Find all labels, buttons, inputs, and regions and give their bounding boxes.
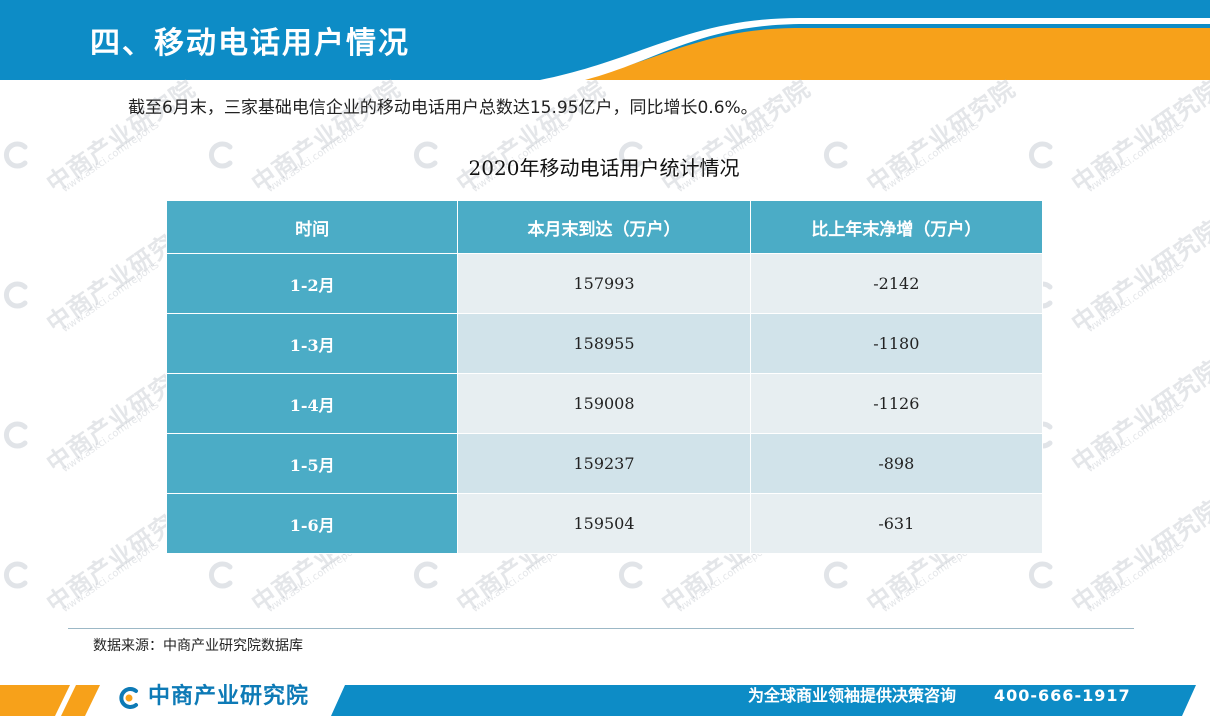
period-cell: 1-4月 bbox=[165, 373, 459, 434]
footer-slogan: 为全球商业领袖提供决策咨询 bbox=[748, 686, 957, 705]
period-cell: 1-2月 bbox=[165, 253, 459, 314]
user-stats-table: 时间 本月末到达（万户） 比上年末净增（万户） 1-2月 157993 -214… bbox=[165, 200, 1044, 554]
source-note: 数据来源：中商产业研究院数据库 bbox=[93, 638, 303, 654]
watermark-logo-icon bbox=[4, 421, 28, 449]
watermark-logo-icon bbox=[619, 561, 643, 589]
period-cell: 1-3月 bbox=[165, 313, 459, 374]
column-header-reach: 本月末到达（万户） bbox=[457, 200, 751, 254]
watermark-logo-icon bbox=[4, 561, 28, 589]
summary-text: 截至6月末，三家基础电信企业的移动电话用户总数达15.95亿户，同比增长0.6%… bbox=[128, 98, 758, 118]
askci-logo-icon bbox=[119, 687, 138, 709]
header-background bbox=[0, 0, 1210, 80]
reach-cell: 159237 bbox=[457, 433, 751, 494]
watermark-text: 中商产业研究院 bbox=[1066, 214, 1210, 338]
table-row: 1-5月 159237 -898 bbox=[165, 433, 1044, 494]
watermark-text: 中商产业研究院 bbox=[1066, 494, 1210, 618]
table-row: 1-2月 157993 -2142 bbox=[165, 253, 1044, 314]
watermark-logo-icon bbox=[4, 141, 28, 169]
reach-cell: 157993 bbox=[457, 253, 751, 314]
table-row: 1-4月 159008 -1126 bbox=[165, 373, 1044, 434]
table-row: 1-3月 158955 -1180 bbox=[165, 313, 1044, 374]
watermark-url: www.askci.com/reports bbox=[1085, 119, 1187, 196]
source-divider bbox=[68, 628, 1134, 629]
watermark-url: www.askci.com/reports bbox=[60, 259, 162, 336]
footer-phone: 400-666-1917 bbox=[994, 686, 1131, 705]
net-increase-cell: -631 bbox=[749, 493, 1044, 554]
page-title: 四、移动电话用户情况 bbox=[90, 26, 410, 61]
net-increase-cell: -2142 bbox=[749, 253, 1044, 314]
watermark-url: www.askci.com/reports bbox=[1085, 399, 1187, 476]
footer-logo-text: 中商产业研究院 bbox=[148, 684, 310, 709]
table-title: 2020年移动电话用户统计情况 bbox=[468, 156, 740, 180]
net-increase-cell: -1126 bbox=[749, 373, 1044, 434]
column-header-net-increase: 比上年末净增（万户） bbox=[749, 200, 1044, 254]
watermark-logo-icon bbox=[824, 561, 848, 589]
watermark-url: www.askci.com/reports bbox=[1085, 539, 1187, 616]
watermark-logo-icon bbox=[1029, 561, 1053, 589]
watermark-logo-icon bbox=[4, 281, 28, 309]
watermark-url: www.askci.com/reports bbox=[1085, 259, 1187, 336]
watermark-text: 中商产业研究院 bbox=[1066, 74, 1210, 198]
watermark-text: 中商产业研究院 bbox=[1066, 354, 1210, 478]
column-header-time: 时间 bbox=[165, 200, 459, 254]
net-increase-cell: -898 bbox=[749, 433, 1044, 494]
watermark-logo-icon bbox=[209, 561, 233, 589]
footer-bar bbox=[0, 685, 1196, 716]
net-increase-cell: -1180 bbox=[749, 313, 1044, 374]
table-header-row: 时间 本月末到达（万户） 比上年末净增（万户） bbox=[165, 200, 1044, 254]
reach-cell: 159504 bbox=[457, 493, 751, 554]
watermark-url: www.askci.com/reports bbox=[60, 399, 162, 476]
table-row: 1-6月 159504 -631 bbox=[165, 493, 1044, 554]
header-bar: 四、移动电话用户情况 bbox=[0, 0, 1210, 80]
watermark-logo-icon bbox=[414, 561, 438, 589]
period-cell: 1-5月 bbox=[165, 433, 459, 494]
reach-cell: 159008 bbox=[457, 373, 751, 434]
reach-cell: 158955 bbox=[457, 313, 751, 374]
watermark-url: www.askci.com/reports bbox=[60, 539, 162, 616]
watermark-url: www.askci.com/reports bbox=[60, 119, 162, 196]
period-cell: 1-6月 bbox=[165, 493, 459, 554]
